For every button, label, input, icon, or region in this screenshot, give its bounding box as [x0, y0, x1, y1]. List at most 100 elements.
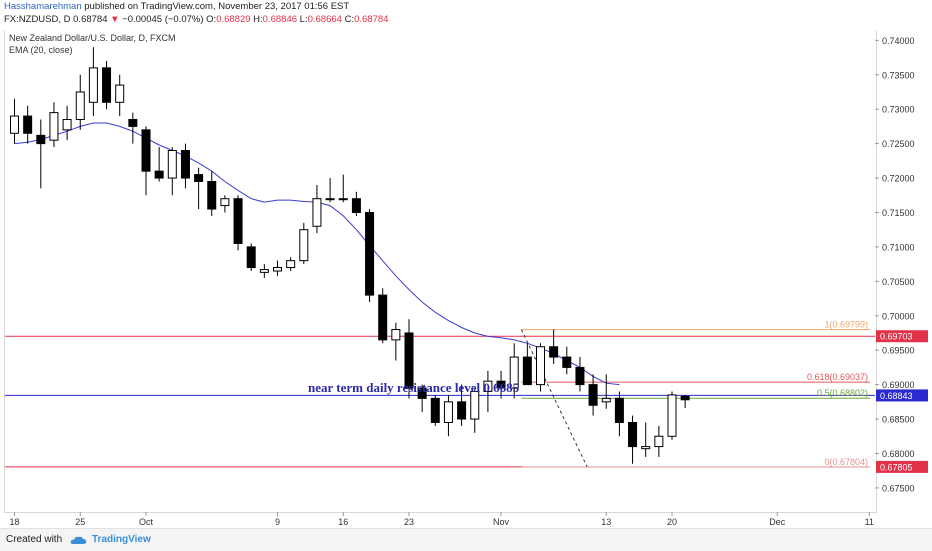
y-tick-label: 0.71000 [882, 242, 915, 252]
last-price: 0.68784 [73, 14, 108, 25]
candle-body [457, 401, 467, 420]
candle-body [194, 174, 204, 182]
candle-body [365, 211, 375, 296]
candle-body [641, 446, 651, 450]
x-tick-label: 23 [404, 517, 414, 527]
y-tick-label: 0.68000 [882, 449, 915, 459]
chart-legend: New Zealand Dollar/U.S. Dollar, D, FXCM … [9, 32, 176, 56]
candle-body [10, 115, 19, 134]
fib-level-label: 0.5(0.68802) [817, 388, 868, 398]
candle-body [49, 112, 59, 141]
resistance-blue-price-label: 0.68843 [880, 391, 913, 401]
candle-body [88, 67, 98, 103]
resistance-high-price-tag [876, 330, 928, 343]
candle-body [338, 198, 348, 201]
down-arrow-icon: ▼ [110, 14, 120, 25]
y-tick-label: 0.71500 [882, 208, 915, 218]
author-name[interactable]: Hasshamarehman [4, 1, 82, 12]
candle-body [233, 198, 243, 244]
candle-body [536, 346, 545, 386]
candle-body [378, 294, 388, 341]
fib-level-label: 0(0.67804) [824, 457, 868, 467]
chart-header: Hasshamarehman published on TradingView.… [4, 1, 389, 25]
candle-body [522, 356, 532, 386]
x-tick-label: 16 [338, 517, 348, 527]
candle-body [102, 67, 112, 103]
support-low-price-tag [876, 460, 928, 473]
fib-level-label: 0.618(0.69037) [807, 372, 868, 382]
candle-body [430, 397, 440, 423]
annotation-text: near term daily resistance level 0.6685 [308, 380, 520, 395]
y-tick-label: 0.72500 [882, 139, 915, 149]
candle-body [417, 387, 427, 399]
support-low-price-label: 0.67805 [880, 462, 913, 472]
legend-title: New Zealand Dollar/U.S. Dollar, D, FXCM [9, 33, 176, 43]
candle-body [154, 170, 164, 179]
chart-frame [4, 30, 877, 513]
x-tick-label: Dec [769, 517, 786, 527]
candle-body [23, 115, 33, 134]
x-tick-label: 13 [601, 517, 611, 527]
candle-body [470, 391, 480, 420]
high-value: 0.68846 [262, 14, 298, 25]
candle-body [141, 129, 151, 172]
symbol-line: FX:NZDUSD, D [4, 14, 71, 25]
tradingview-logo-text[interactable]: TradingView [92, 534, 151, 545]
candle-body [667, 394, 677, 437]
y-tick-label: 0.70500 [882, 277, 915, 287]
resistance-blue-price-tag [876, 389, 928, 402]
legend-indicator: EMA (20, close) [9, 45, 73, 55]
candle-body [299, 229, 309, 262]
candle-body [601, 397, 611, 403]
candle-body [680, 395, 690, 401]
open-value: 0.68829 [216, 14, 251, 25]
y-tick-label: 0.73500 [882, 70, 915, 80]
candle-body [180, 150, 190, 179]
candle-body [654, 435, 664, 448]
price-chart[interactable]: 0.74000 0.73500 0.73000 0.72500 0.72000 0.715… [0, 0, 932, 528]
candle-body [404, 332, 414, 389]
resistance-high-price-label: 0.69703 [880, 332, 913, 342]
price-change: −0.00045 (−0.07%) [122, 14, 204, 25]
candle-body [207, 180, 217, 210]
ema-line [14, 122, 620, 386]
candle-body [286, 260, 296, 269]
published-text: published on TradingView.com, November 2… [84, 1, 350, 12]
created-with-text: Created with [6, 534, 63, 545]
fib-trend-line [520, 329, 588, 468]
candle-body [628, 421, 638, 448]
y-tick-label: 0.73000 [882, 105, 915, 115]
y-tick-label: 0.67500 [882, 483, 915, 493]
candle-body [351, 198, 361, 213]
candle-body [325, 198, 335, 201]
x-tick-label: 25 [75, 517, 85, 527]
candle-body [312, 198, 322, 227]
close-value: 0.68784 [354, 14, 389, 25]
candle-body [259, 269, 269, 273]
candle-body [246, 246, 256, 269]
candle-body [549, 346, 559, 358]
candle-body [483, 380, 493, 392]
candle-body [496, 380, 506, 389]
y-tick-label: 0.69000 [882, 380, 915, 390]
candle-body [128, 119, 138, 127]
x-tick-label: 11 [865, 517, 874, 527]
x-tick-label: Oct [139, 517, 154, 527]
x-tick-label: 20 [667, 517, 677, 527]
candle-body [115, 84, 125, 103]
candle-body [220, 198, 230, 207]
low-value: 0.68664 [307, 14, 342, 25]
x-tick-label: 9 [275, 517, 280, 527]
y-tick-label: 0.69500 [882, 346, 915, 356]
candle-body [36, 134, 46, 145]
candle-body [614, 397, 624, 423]
candle-body [167, 150, 177, 179]
y-tick-label: 0.68500 [882, 415, 915, 425]
candle-body [443, 401, 453, 423]
fib-level-label: 1(0.69799) [824, 320, 868, 330]
candle-body [75, 91, 85, 121]
candle-body [391, 329, 401, 341]
candle-body [273, 267, 282, 272]
candle-body [62, 119, 72, 131]
x-tick-label: Nov [493, 517, 510, 527]
